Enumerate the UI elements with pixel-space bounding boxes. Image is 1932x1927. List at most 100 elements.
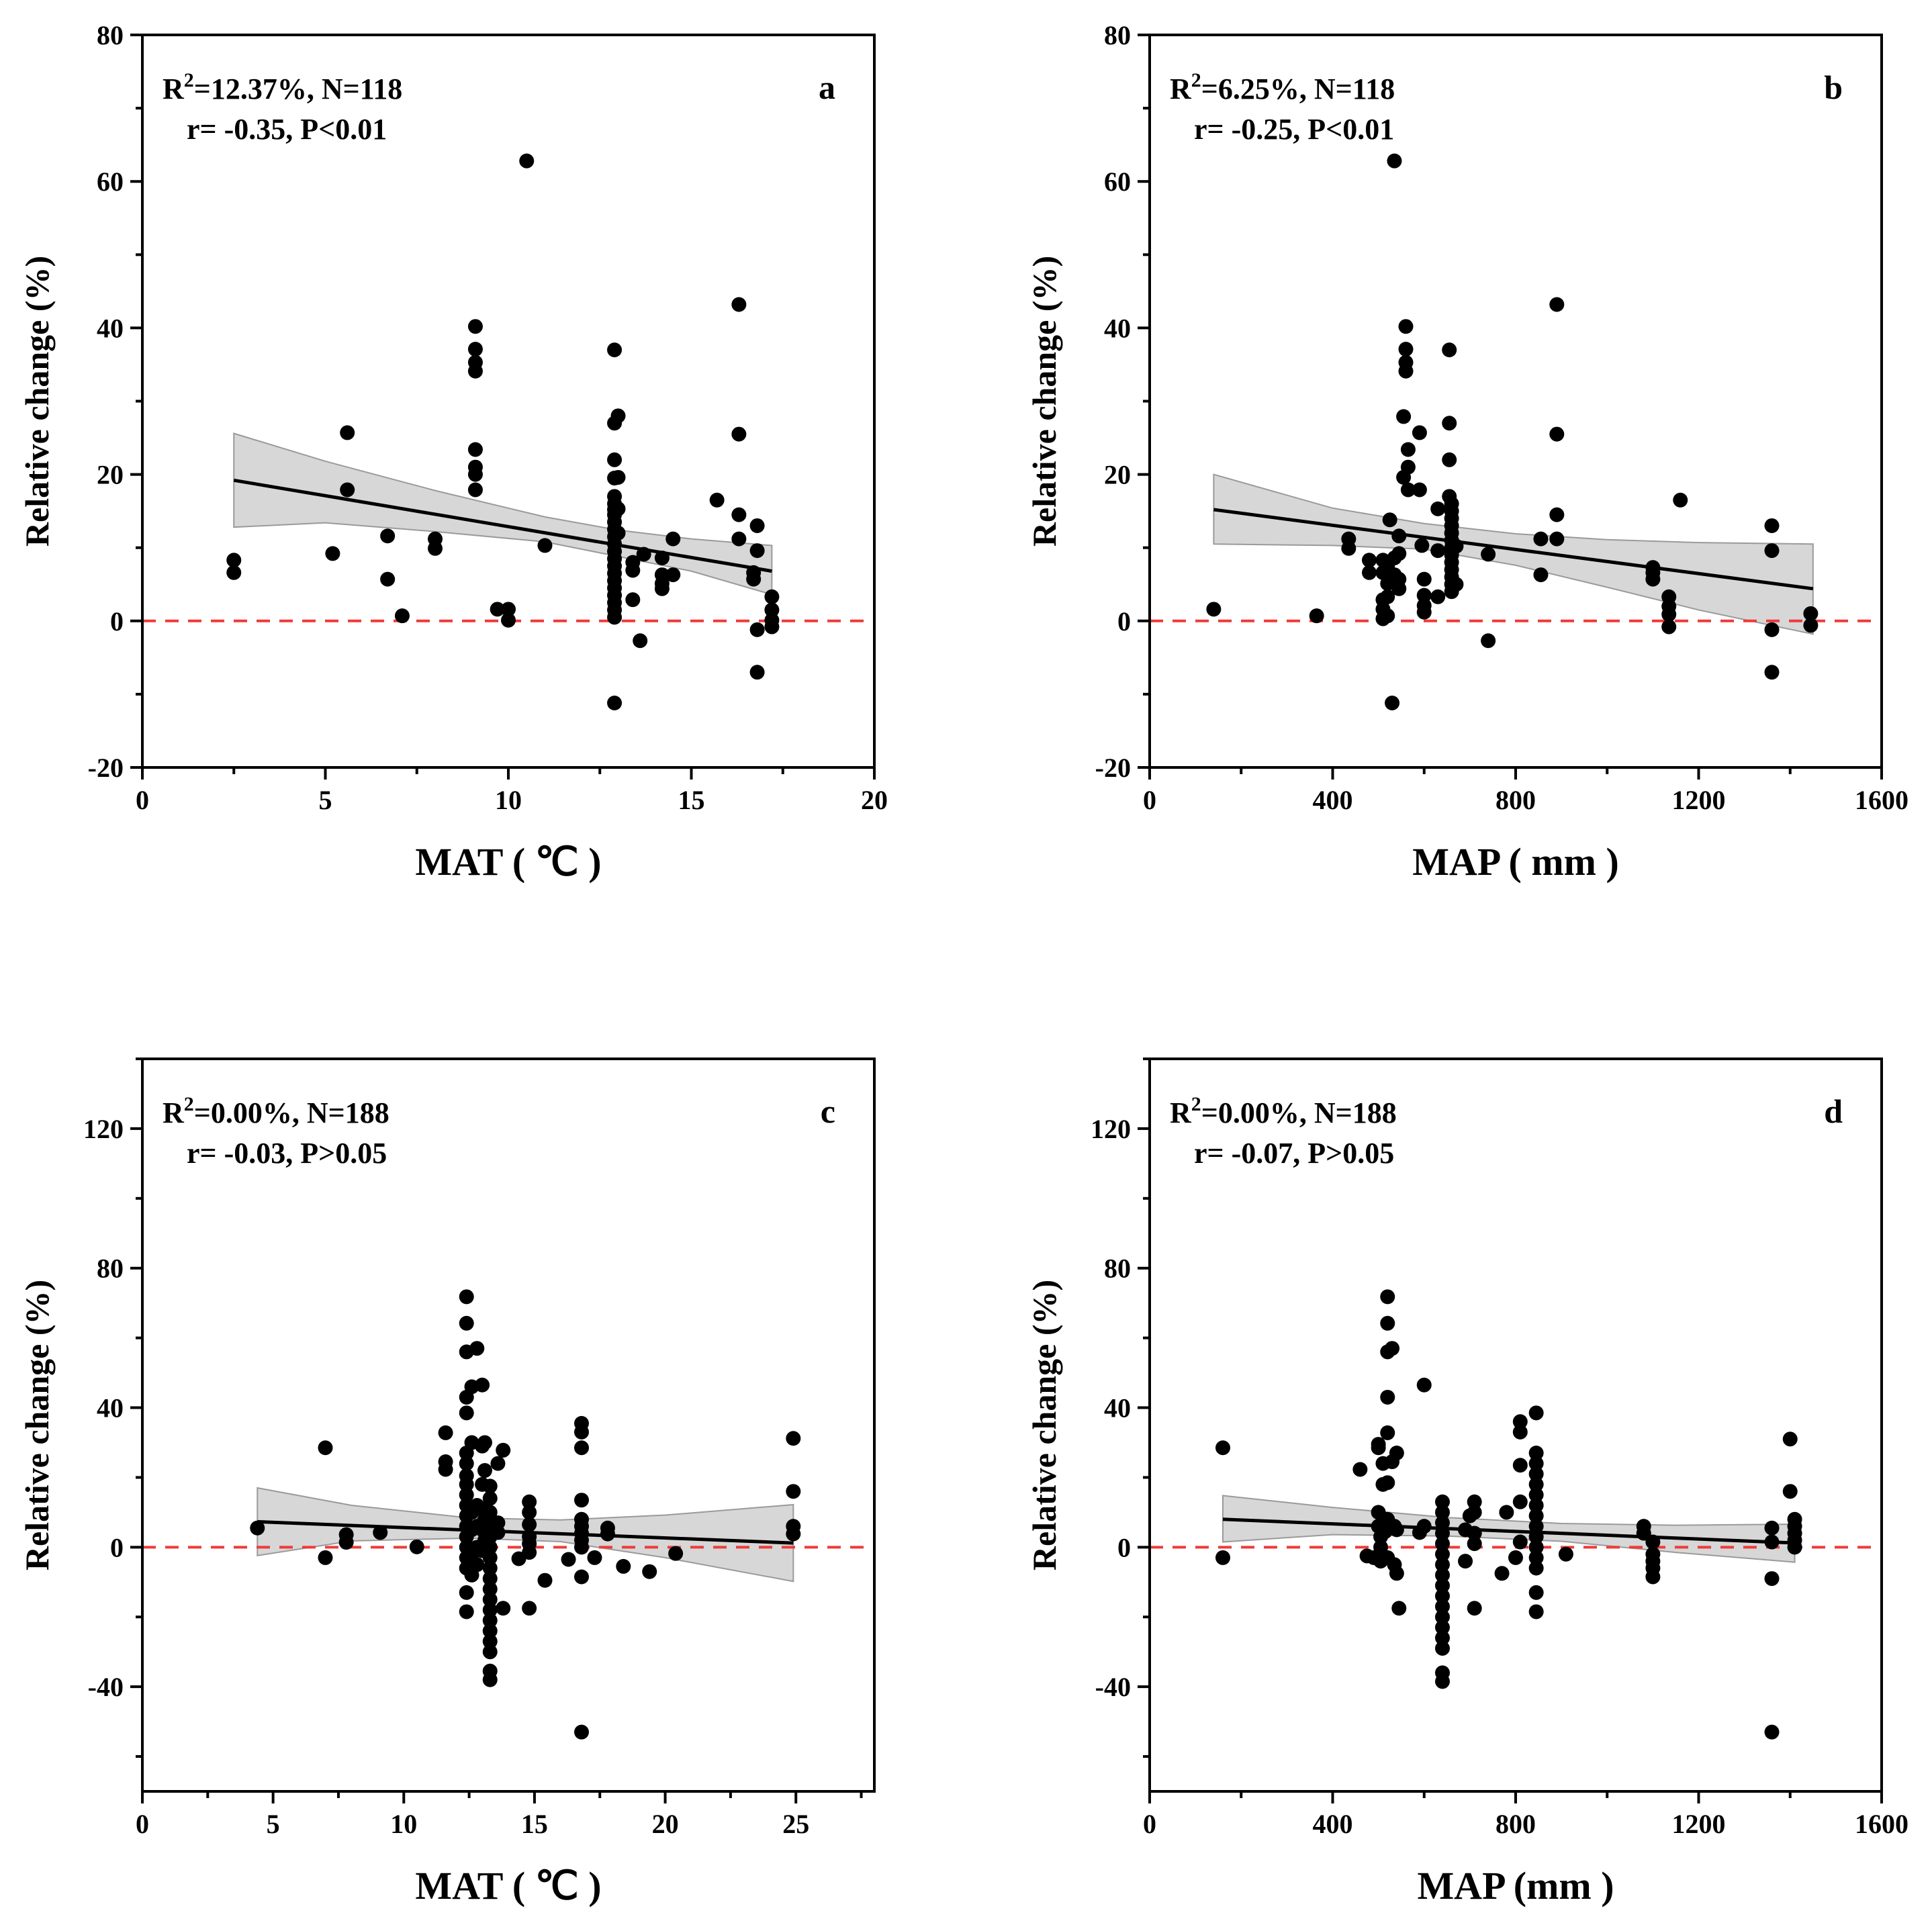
y-tick-label: 0 — [110, 1532, 124, 1562]
y-tick-label: 40 — [1104, 313, 1131, 343]
y-tick-label: 60 — [1104, 167, 1131, 197]
data-point — [1481, 633, 1496, 649]
stats-line-1: R2=12.37%, N=118 — [163, 69, 402, 105]
stats-superscript: 2 — [1191, 69, 1201, 91]
y-axis-title: Relative change (%) — [18, 1280, 56, 1570]
data-point — [1380, 1475, 1395, 1491]
data-point — [625, 563, 641, 578]
data-point — [1215, 1550, 1230, 1565]
data-point — [1533, 567, 1549, 583]
data-point — [1528, 1405, 1544, 1421]
x-tick-label: 800 — [1496, 785, 1536, 815]
data-point — [1371, 1440, 1386, 1456]
data-point — [1373, 1540, 1389, 1555]
data-point — [1380, 1315, 1395, 1331]
data-point — [764, 619, 780, 634]
data-point — [607, 695, 623, 710]
data-point — [1512, 1534, 1528, 1550]
data-point — [1391, 546, 1407, 561]
data-point — [1645, 1569, 1661, 1585]
data-point — [409, 1539, 424, 1554]
x-axis-title: MAP (mm ) — [1417, 1864, 1614, 1908]
x-axis-title: MAP ( mm ) — [1412, 840, 1619, 884]
data-point — [1782, 1484, 1798, 1499]
y-tick-label: 40 — [97, 313, 124, 343]
data-point — [1528, 1604, 1544, 1619]
stats-superscript: 2 — [1191, 1093, 1201, 1115]
data-point — [574, 1724, 589, 1740]
data-point — [522, 1517, 537, 1532]
stats-line-2: r= -0.25, P<0.01 — [1194, 113, 1394, 146]
stats-r-symbol: R — [163, 1096, 185, 1129]
data-point — [607, 342, 623, 358]
data-point — [1435, 1640, 1450, 1656]
data-point — [380, 528, 396, 544]
data-point — [633, 633, 648, 649]
data-point — [1448, 538, 1464, 554]
panel-d: 0 400 800 1200 1600 -40 0 40 80 120 MAP (mm ) Relat… — [1025, 1058, 1908, 1908]
data-point — [1391, 528, 1407, 544]
data-point — [1528, 1446, 1544, 1461]
data-point — [1467, 1536, 1482, 1552]
stats-r-symbol: R — [1170, 73, 1192, 105]
stats-line-1: R2=0.00%, N=188 — [163, 1093, 389, 1129]
stats-line-1: R2=6.25%, N=118 — [1170, 69, 1395, 105]
x-tick-label: 1600 — [1855, 785, 1908, 815]
data-point — [467, 342, 483, 357]
data-point — [1494, 1566, 1510, 1581]
data-point — [482, 1624, 498, 1639]
data-point — [1362, 565, 1377, 580]
stats-line-2: r= -0.07, P>0.05 — [1194, 1137, 1394, 1170]
data-point — [1764, 1534, 1780, 1550]
data-point — [519, 153, 535, 169]
data-point — [1435, 1674, 1450, 1689]
stats-superscript: 2 — [184, 69, 194, 91]
data-point — [380, 571, 396, 587]
data-point — [373, 1525, 388, 1540]
data-point — [616, 1558, 631, 1574]
data-point — [428, 540, 443, 556]
data-point — [636, 547, 651, 562]
y-tick-label: 80 — [1104, 20, 1131, 50]
data-point — [496, 1601, 511, 1616]
data-point — [764, 602, 780, 618]
data-point — [625, 592, 641, 608]
data-point — [1430, 501, 1446, 516]
data-point — [338, 1535, 354, 1550]
data-point — [764, 589, 780, 604]
data-point — [490, 602, 505, 617]
data-point — [501, 612, 516, 628]
data-point — [1416, 571, 1432, 587]
data-point — [1803, 618, 1819, 633]
data-point — [1442, 416, 1457, 431]
data-point — [1528, 1540, 1544, 1555]
data-point — [665, 531, 681, 547]
data-point — [1412, 425, 1427, 440]
data-point — [786, 1526, 801, 1542]
data-point — [1400, 482, 1416, 498]
data-point — [1764, 622, 1780, 637]
data-point — [1512, 1424, 1528, 1440]
data-point — [610, 469, 626, 485]
data-point — [482, 1491, 498, 1506]
data-point — [600, 1526, 615, 1542]
data-point — [1764, 1571, 1780, 1587]
data-point — [1414, 538, 1430, 553]
data-point — [1380, 1289, 1395, 1305]
panel-c: 0 5 10 15 20 25 -40 0 40 80 120 MAT ( ℃ ) Relative c… — [18, 1058, 876, 1908]
data-point — [490, 1456, 506, 1471]
data-points — [1215, 1289, 1802, 1740]
data-point — [1435, 1546, 1450, 1562]
data-point — [731, 531, 747, 547]
data-point — [1661, 606, 1677, 622]
data-point — [1549, 507, 1565, 522]
data-point — [482, 1613, 498, 1628]
x-tick-label: 400 — [1313, 785, 1353, 815]
data-point — [1442, 452, 1457, 467]
data-point — [1499, 1505, 1514, 1520]
data-point — [1430, 543, 1446, 559]
data-point — [482, 1581, 498, 1597]
x-tick-label: 20 — [861, 785, 888, 815]
y-tick-label: 120 — [1091, 1114, 1131, 1144]
data-point — [786, 1484, 801, 1499]
